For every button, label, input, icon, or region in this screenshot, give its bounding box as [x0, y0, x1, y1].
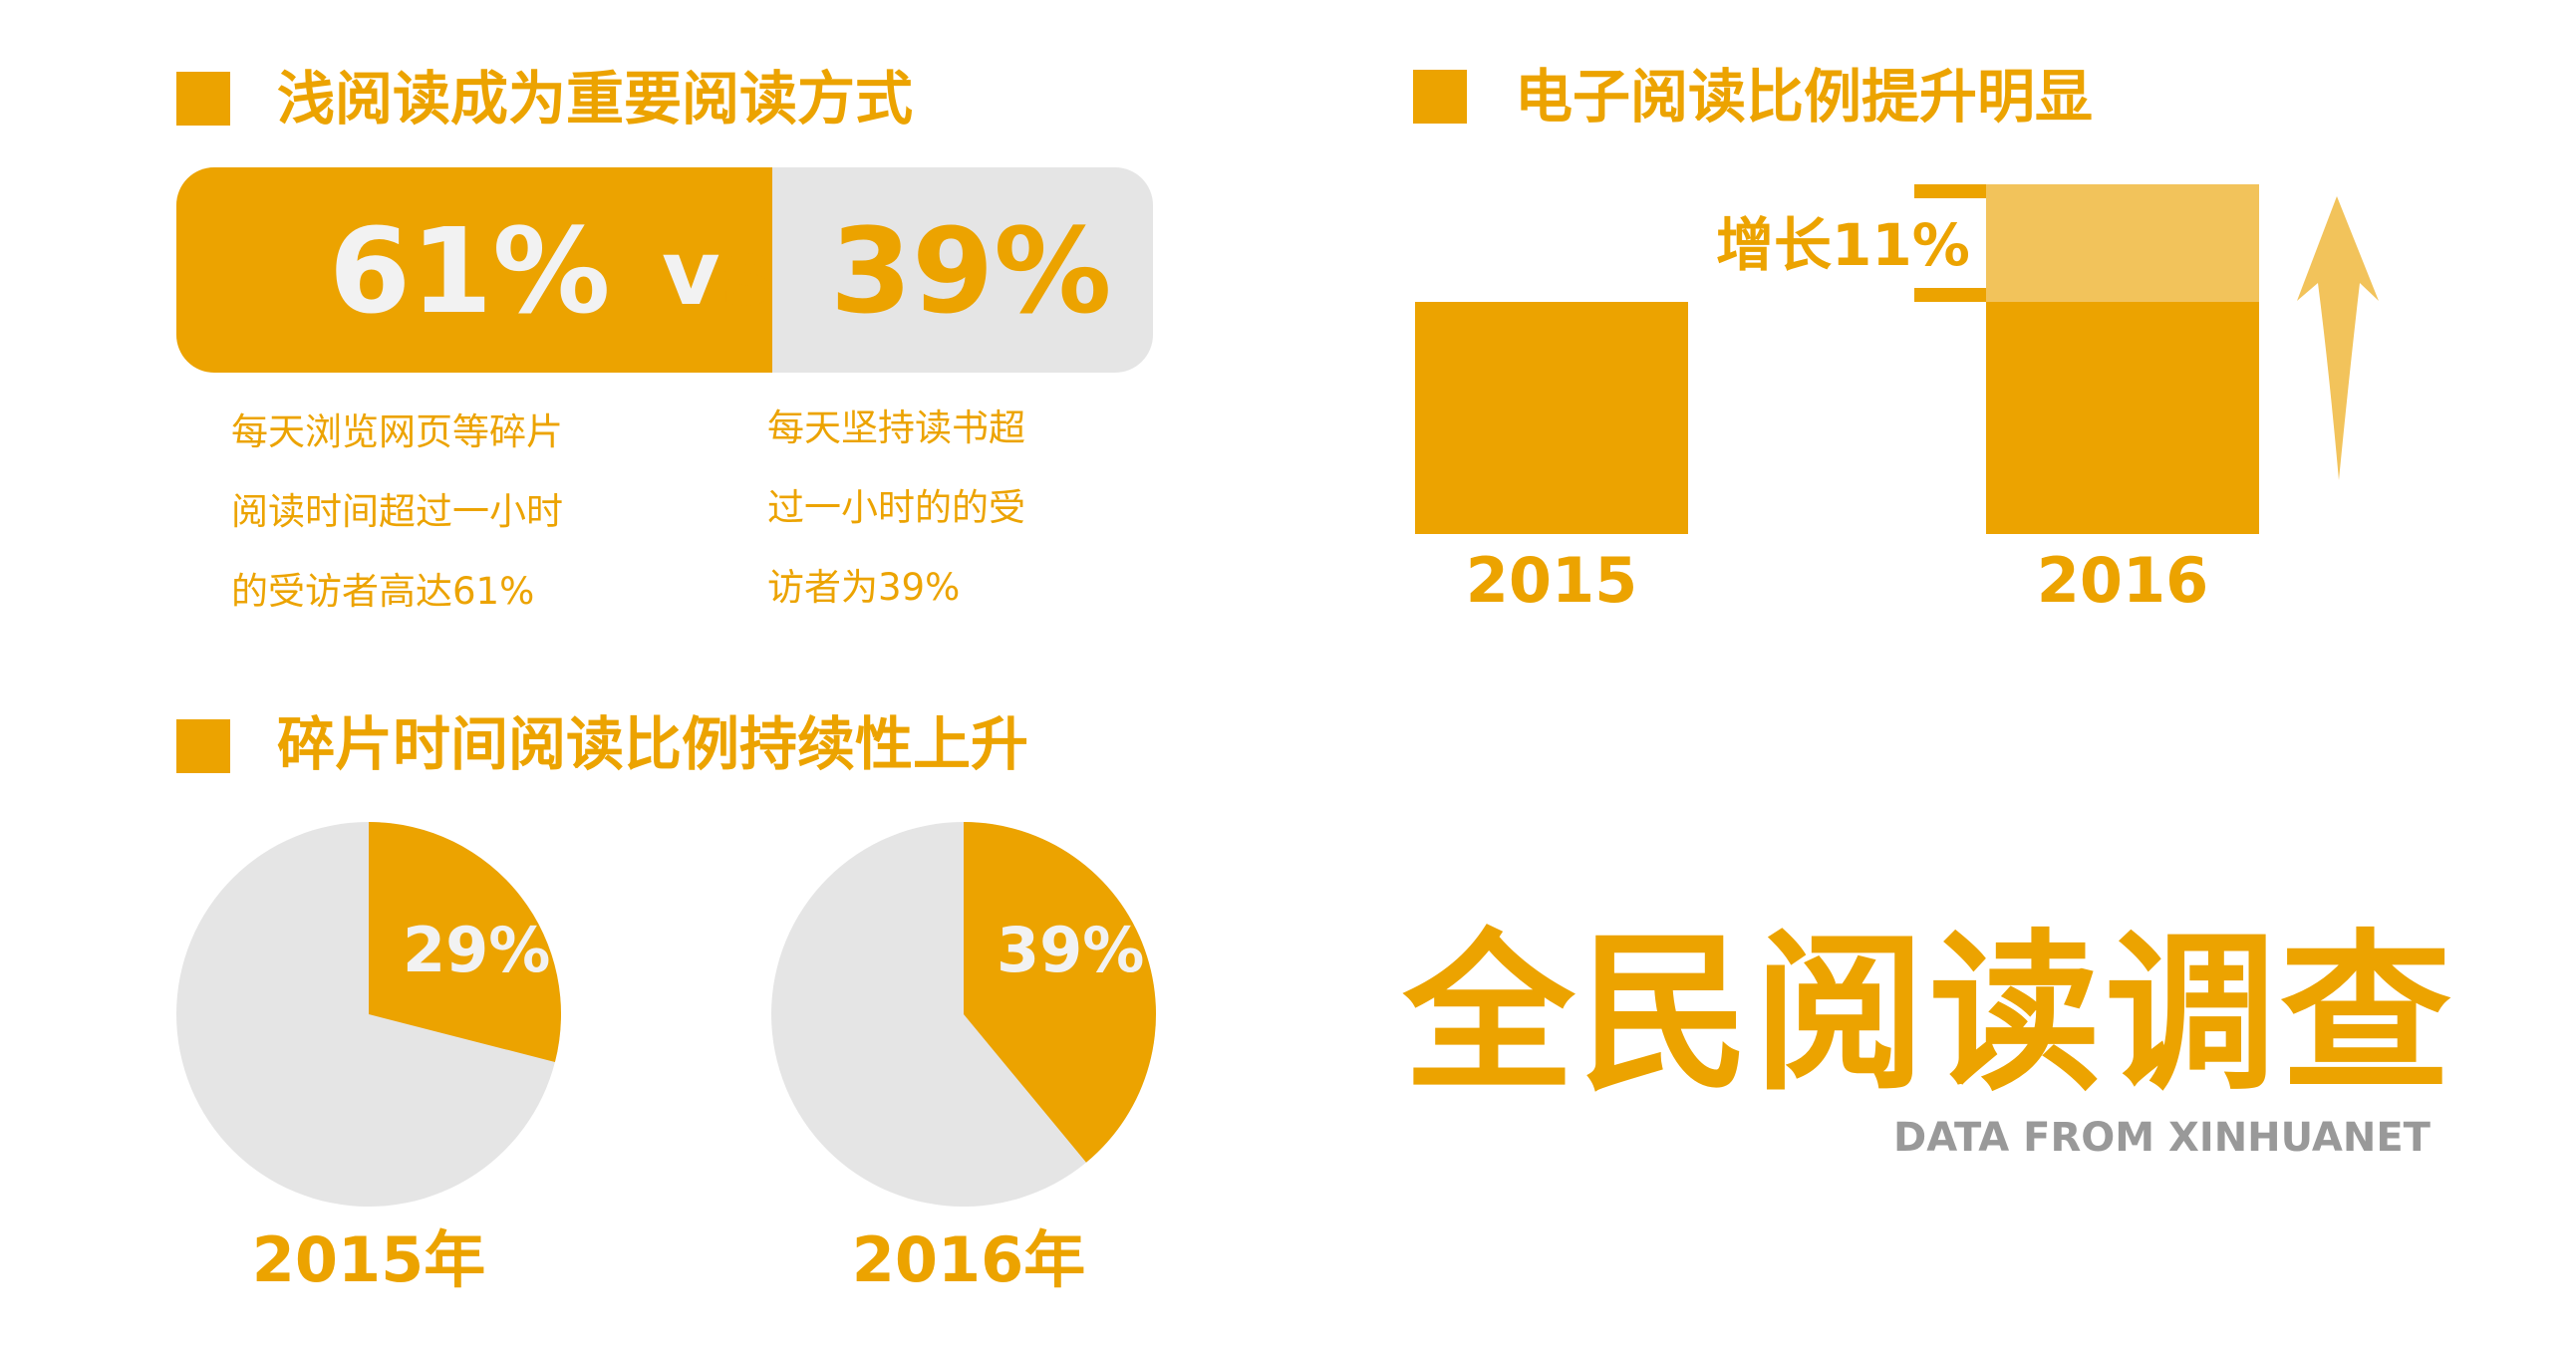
year-label-2015: 2015 [1465, 544, 1638, 617]
vs-label-s: s [719, 221, 774, 326]
pie-2016-value: 39% [997, 914, 1145, 986]
section2-marker-icon [1413, 70, 1467, 124]
ratio-bar-fill [176, 167, 772, 373]
section1-title: 浅阅读成为重要阅读方式 [277, 65, 914, 133]
pie-2015-value-slice [369, 822, 561, 1062]
right-desc-line: 访者为39% [767, 566, 961, 609]
right-desc-line: 每天坚持读书超 [767, 406, 1025, 449]
pie-2016-year: 2016年 [851, 1223, 1086, 1296]
bar-2016-base [1986, 302, 2259, 534]
left-desc-line: 阅读时间超过一小时 [231, 490, 563, 533]
pie-2015-year: 2015年 [251, 1223, 486, 1296]
source-subtitle: DATA FROM XINHUANET [1893, 1115, 2431, 1161]
section2-title: 电子阅读比例提升明显 [1515, 63, 2094, 131]
section3-marker-icon [176, 719, 230, 773]
pie-2015-value: 29% [403, 914, 551, 986]
left-description: 每天浏览网页等碎片 阅读时间超过一小时 的受访者高达61% [231, 393, 563, 632]
left-percent: 61% [329, 202, 611, 340]
bracket-bottom [1914, 288, 1986, 302]
section3-title: 碎片时间阅读比例持续性上升 [277, 710, 1029, 778]
increase-label: 增长11% [1716, 211, 1970, 279]
up-arrow-icon [2297, 196, 2379, 480]
bar-2015 [1415, 302, 1688, 534]
vs-label: vs [662, 229, 773, 319]
ebook-bar-chart [1415, 184, 2379, 534]
main-title: 全民阅读调查 [1403, 914, 2455, 1114]
section1-marker-icon [176, 72, 230, 126]
pie-chart-2016 [771, 822, 1156, 1207]
ratio-bar: 61% vs 39% [176, 167, 1153, 373]
pie-chart-2015 [176, 822, 561, 1207]
right-desc-line: 过一小时的的受 [767, 486, 1025, 529]
bracket-top [1914, 184, 1986, 198]
year-label-2016: 2016 [2036, 544, 2209, 617]
left-desc-line: 每天浏览网页等碎片 [231, 410, 563, 453]
right-percent: 39% [830, 202, 1112, 340]
left-desc-line: 的受访者高达61% [231, 570, 535, 613]
pie-2016-value-slice [964, 822, 1156, 1163]
bar-2016-increase [1986, 184, 2259, 302]
vs-label-v: v [662, 221, 720, 326]
right-description: 每天坚持读书超 过一小时的的受 访者为39% [767, 389, 1025, 628]
